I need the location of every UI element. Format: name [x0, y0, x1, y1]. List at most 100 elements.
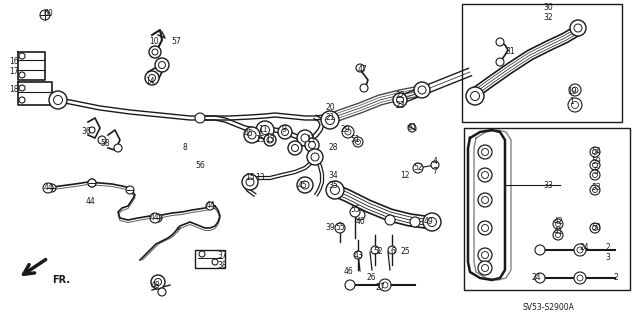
Circle shape	[570, 20, 586, 36]
Circle shape	[355, 210, 365, 220]
Text: 2: 2	[614, 273, 618, 283]
Circle shape	[481, 172, 488, 179]
Text: 17: 17	[9, 68, 19, 77]
Circle shape	[414, 82, 430, 98]
Circle shape	[569, 84, 581, 96]
Circle shape	[19, 53, 25, 59]
Bar	[462, 4, 622, 122]
Text: 12: 12	[400, 170, 410, 180]
Text: 19: 19	[567, 87, 577, 97]
Text: 31: 31	[505, 48, 515, 56]
Circle shape	[248, 131, 256, 139]
Circle shape	[481, 264, 488, 271]
Circle shape	[88, 179, 96, 187]
Circle shape	[481, 149, 488, 155]
Text: 59: 59	[591, 158, 601, 167]
Text: 49: 49	[423, 218, 433, 226]
Circle shape	[577, 275, 583, 281]
Circle shape	[151, 275, 165, 289]
Circle shape	[98, 136, 106, 144]
Circle shape	[371, 246, 379, 254]
Text: 36: 36	[81, 128, 91, 137]
Text: 26: 26	[366, 273, 376, 283]
Circle shape	[556, 233, 561, 238]
Text: 5: 5	[593, 167, 598, 176]
Circle shape	[330, 186, 339, 195]
Text: 41: 41	[553, 227, 563, 236]
Text: 15: 15	[245, 174, 255, 182]
Circle shape	[553, 230, 563, 240]
Circle shape	[574, 244, 586, 256]
Circle shape	[590, 170, 600, 180]
Text: 22: 22	[396, 92, 404, 100]
Text: 11: 11	[259, 125, 268, 135]
Text: 25: 25	[400, 248, 410, 256]
Circle shape	[568, 98, 582, 112]
Text: 18: 18	[9, 85, 19, 94]
Circle shape	[242, 174, 258, 190]
Text: 44: 44	[43, 183, 53, 192]
Circle shape	[326, 181, 344, 199]
Circle shape	[590, 223, 600, 233]
Circle shape	[593, 226, 598, 231]
Circle shape	[478, 248, 492, 262]
Text: 33: 33	[543, 181, 553, 189]
Text: 44: 44	[150, 213, 160, 222]
Circle shape	[353, 137, 363, 147]
Circle shape	[288, 141, 302, 155]
Circle shape	[418, 86, 426, 94]
Circle shape	[593, 162, 598, 167]
Text: 13: 13	[255, 174, 265, 182]
Text: 51: 51	[350, 136, 360, 145]
Circle shape	[572, 101, 579, 108]
Circle shape	[496, 58, 504, 66]
Text: 45: 45	[297, 181, 307, 189]
Text: 40: 40	[355, 218, 365, 226]
Circle shape	[470, 92, 479, 100]
Text: 8: 8	[182, 144, 188, 152]
Text: 29: 29	[340, 125, 350, 135]
Circle shape	[305, 138, 319, 152]
Circle shape	[388, 246, 396, 254]
Text: 38: 38	[217, 261, 227, 270]
Circle shape	[354, 251, 362, 259]
Circle shape	[478, 261, 492, 275]
Circle shape	[481, 197, 488, 204]
Circle shape	[423, 213, 441, 231]
Circle shape	[535, 245, 545, 255]
Circle shape	[199, 251, 205, 257]
Text: 21: 21	[325, 114, 335, 122]
Circle shape	[43, 183, 53, 193]
Circle shape	[307, 149, 323, 165]
Circle shape	[553, 219, 563, 229]
Text: 58: 58	[100, 138, 110, 147]
Circle shape	[478, 221, 492, 235]
Text: 13: 13	[265, 136, 275, 145]
Circle shape	[556, 221, 561, 226]
Circle shape	[574, 24, 582, 32]
Text: 43: 43	[353, 250, 363, 259]
Circle shape	[311, 153, 319, 161]
Circle shape	[590, 185, 600, 195]
Text: 15: 15	[255, 136, 265, 145]
Circle shape	[148, 75, 156, 81]
Circle shape	[159, 62, 166, 69]
Text: 46: 46	[343, 268, 353, 277]
Text: 16: 16	[9, 57, 19, 66]
Text: 1: 1	[570, 98, 574, 107]
Circle shape	[154, 278, 161, 286]
Circle shape	[321, 111, 339, 129]
Circle shape	[48, 184, 56, 192]
Text: 39: 39	[325, 224, 335, 233]
Text: 3: 3	[605, 254, 611, 263]
Text: 44: 44	[85, 197, 95, 206]
Text: 7: 7	[433, 167, 437, 176]
Text: 56: 56	[195, 160, 205, 169]
Circle shape	[360, 84, 368, 92]
Circle shape	[593, 188, 598, 192]
Circle shape	[19, 85, 25, 91]
Circle shape	[590, 147, 600, 157]
Text: 23: 23	[395, 101, 405, 110]
Circle shape	[126, 186, 134, 194]
Text: 24: 24	[531, 273, 541, 283]
